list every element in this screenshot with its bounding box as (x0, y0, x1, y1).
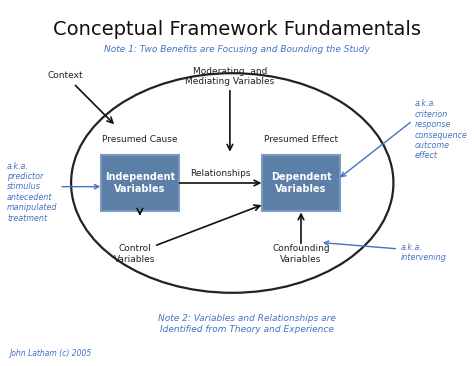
Text: Note 2: Variables and Relationships are
Identified from Theory and Experience: Note 2: Variables and Relationships are … (157, 314, 336, 334)
Text: Control
Variables: Control Variables (114, 244, 156, 264)
Text: a.k.a.
predictor
stimulus
antecedent
manipulated
treatment: a.k.a. predictor stimulus antecedent man… (7, 162, 58, 223)
Text: Relationships: Relationships (190, 168, 251, 178)
Text: Context: Context (47, 71, 83, 79)
Text: Dependent
Variables: Dependent Variables (271, 172, 331, 194)
Text: a.k.a.
criterion
response
consequence
outcome
effect: a.k.a. criterion response consequence ou… (415, 100, 468, 160)
FancyBboxPatch shape (262, 154, 340, 212)
Text: John Latham (c) 2005: John Latham (c) 2005 (9, 349, 92, 358)
Text: Note 1: Two Benefits are Focusing and Bounding the Study: Note 1: Two Benefits are Focusing and Bo… (104, 45, 370, 54)
Text: Presumed Effect: Presumed Effect (264, 135, 338, 143)
Text: Independent
Variables: Independent Variables (105, 172, 175, 194)
Text: Confounding
Variables: Confounding Variables (272, 244, 330, 264)
Text: a.k.a.
intervening: a.k.a. intervening (401, 243, 447, 262)
Text: Conceptual Framework Fundamentals: Conceptual Framework Fundamentals (53, 20, 421, 39)
Text: Presumed Cause: Presumed Cause (102, 135, 178, 143)
FancyBboxPatch shape (100, 154, 179, 212)
Text: Moderating  and
Mediating Variables: Moderating and Mediating Variables (185, 67, 274, 86)
